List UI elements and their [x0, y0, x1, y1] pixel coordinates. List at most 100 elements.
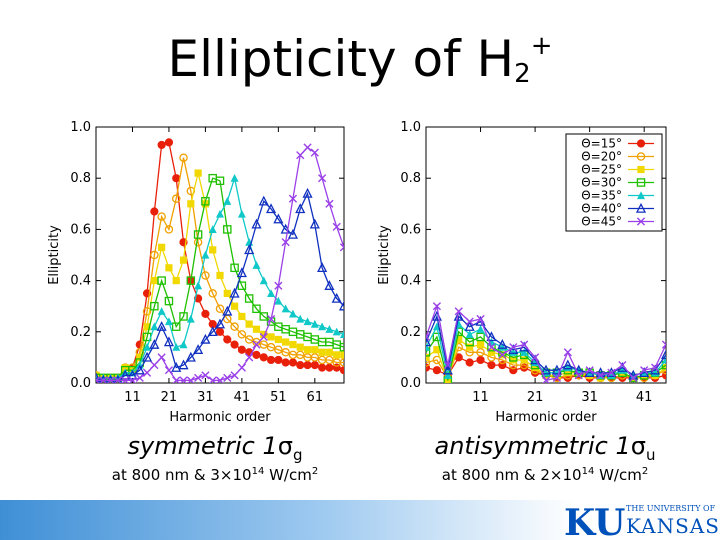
left-data-point [165, 264, 173, 272]
left-data-point [113, 376, 122, 383]
left-data-point [288, 309, 297, 318]
left-data-point [302, 187, 313, 198]
left-data-point [209, 246, 217, 254]
left-data-point [208, 289, 217, 298]
left-data-point [121, 364, 129, 372]
left-data-point [245, 353, 254, 362]
left-ytick-label: 0.0 [70, 376, 91, 391]
caption-left-detail-pre: at 800 nm & 3×10 [111, 466, 252, 484]
left-ytick-label: 0.2 [70, 325, 91, 340]
left-data-point [164, 225, 174, 234]
right-data-point [661, 340, 666, 349]
left-data-point [223, 225, 232, 234]
caption-left-detail-exp: 14 [251, 466, 265, 477]
left-data-point [179, 256, 188, 264]
right-data-point [607, 368, 616, 377]
ku-university-of: THE UNIVERSITY OF [626, 504, 716, 513]
right-data-point [466, 343, 474, 351]
left-data-point [340, 351, 344, 359]
left-data-point [223, 289, 231, 297]
right-data-point [426, 353, 430, 361]
left-data-point [339, 342, 344, 352]
left-data-point [296, 343, 304, 351]
left-data-point [201, 196, 210, 206]
left-data-point [332, 327, 341, 336]
title-superscript: + [530, 31, 553, 61]
left-data-point [186, 276, 196, 285]
right-data-point [596, 371, 605, 380]
right-data-point [432, 366, 442, 375]
left-data-point [99, 376, 108, 383]
right-data-point [487, 343, 496, 352]
caption-right-detail-exp: 14 [581, 466, 595, 477]
left-series-6 [96, 143, 344, 383]
left-data-point [179, 312, 188, 321]
left-data-point [136, 353, 144, 361]
left-data-point [333, 351, 341, 359]
left-data-point [296, 314, 305, 323]
left-yaxis-label: Ellipticity [47, 225, 62, 285]
left-xtick-label: 51 [270, 390, 287, 405]
left-data-point [237, 209, 246, 218]
right-data-point [465, 358, 474, 367]
left-data-point [325, 348, 334, 356]
left-data-point [296, 360, 305, 370]
right-legend-marker [636, 139, 646, 148]
left-data-point [265, 203, 277, 214]
left-data-point [186, 314, 195, 323]
right-data-point [606, 367, 617, 378]
left-data-point [295, 350, 305, 360]
left-data-point [157, 353, 166, 362]
right-data-point [564, 369, 572, 377]
left-data-point [266, 355, 276, 365]
left-data-point [274, 281, 283, 290]
left-series-0 [96, 138, 344, 382]
left-data-point [214, 318, 226, 329]
right-data-point [660, 349, 666, 360]
left-series-line [96, 177, 344, 379]
left-data-point [281, 238, 290, 247]
left-data-point [339, 243, 344, 252]
left-data-point [303, 346, 312, 354]
caption-right-title: antisymmetric 1σu [380, 432, 710, 464]
left-data-point [164, 317, 173, 326]
left-data-point [179, 376, 188, 383]
left-data-point [171, 194, 181, 203]
left-data-point [230, 263, 239, 273]
right-data-point [432, 302, 442, 311]
left-data-point [296, 151, 305, 160]
caption-left-title: symmetric 1σg [50, 432, 380, 464]
left-data-point [150, 322, 159, 331]
left-data-point [288, 358, 298, 367]
left-data-point [157, 212, 166, 221]
left-data-point [310, 319, 319, 328]
right-data-point [531, 364, 539, 372]
left-data-point [273, 213, 284, 224]
left-data-point [141, 351, 153, 362]
left-data-point [287, 228, 299, 239]
left-data-point [216, 209, 224, 218]
left-data-point [230, 322, 239, 331]
right-data-point [453, 310, 464, 321]
left-data-point [157, 307, 166, 315]
left-xaxis-label: Harmonic order [169, 410, 271, 425]
right-data-point [563, 348, 572, 357]
left-data-point [194, 169, 202, 177]
right-data-point [442, 364, 453, 375]
left-data-point [223, 373, 232, 382]
left-data-point [164, 366, 174, 375]
left-data-point [259, 312, 269, 321]
right-series-6 [426, 302, 666, 383]
right-legend-marker [636, 178, 646, 187]
left-data-point [237, 330, 247, 339]
left-data-point [106, 376, 115, 383]
left-data-point [318, 174, 327, 183]
left-ytick-label: 0.4 [70, 274, 91, 289]
right-plot-frame [425, 126, 667, 384]
left-data-point [193, 230, 203, 239]
left-xtick-label: 31 [197, 390, 214, 405]
right-data-point [476, 341, 485, 349]
left-data-point [128, 376, 137, 383]
left-data-point [164, 296, 174, 306]
left-data-point [251, 218, 262, 229]
